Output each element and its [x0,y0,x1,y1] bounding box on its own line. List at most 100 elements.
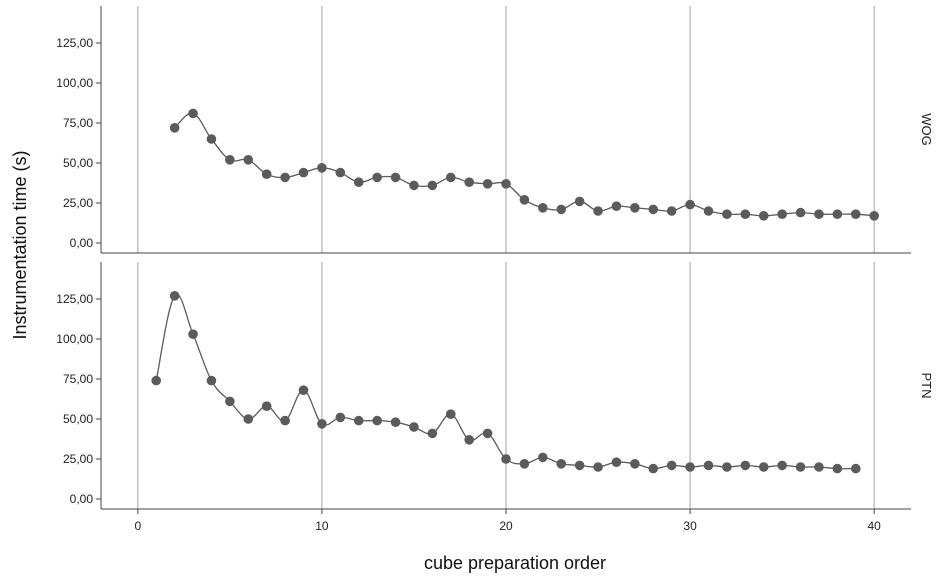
data-point-ptn-9 [298,385,309,396]
data-point-wog-13 [372,172,382,183]
y-tick-label-ptn-125: 125,00 [56,292,93,306]
x-tick-label-0: 0 [134,519,141,533]
data-point-ptn-7 [261,401,272,412]
data-point-ptn-22 [538,452,548,463]
y-tick-label-wog-50: 50,00 [63,156,93,170]
data-point-ptn-17 [445,409,456,420]
data-point-ptn-32 [722,462,732,472]
data-point-ptn-6 [243,414,254,424]
data-point-ptn-20 [501,454,511,464]
data-point-ptn-16 [427,428,438,439]
data-point-wog-33 [740,209,751,219]
data-point-wog-37 [814,209,824,219]
x-tick-label-30: 30 [683,519,697,533]
data-point-wog-24 [574,196,585,207]
data-point-wog-32 [722,209,732,219]
data-point-ptn-5 [225,396,235,407]
data-point-wog-26 [611,201,622,211]
data-point-wog-18 [464,177,474,187]
data-point-ptn-3 [188,329,198,340]
data-point-ptn-12 [353,415,364,426]
data-point-wog-16 [427,180,438,191]
data-point-wog-19 [482,179,493,189]
panel-label-wog: WOG [919,113,934,146]
data-point-wog-12 [353,177,364,187]
data-point-ptn-37 [814,462,824,472]
data-point-wog-28 [648,204,659,215]
data-point-wog-35 [777,209,787,219]
data-point-ptn-33 [740,460,751,471]
data-point-ptn-31 [703,460,714,471]
data-point-wog-11 [335,167,346,178]
data-point-ptn-24 [574,460,585,471]
data-point-wog-23 [556,204,567,215]
data-point-ptn-18 [464,435,474,445]
data-point-wog-31 [703,206,714,216]
data-point-wog-21 [519,195,530,205]
panel-label-ptn: PTN [919,373,934,399]
data-point-wog-7 [261,169,272,179]
data-point-ptn-19 [482,428,493,439]
y-tick-label-ptn-75: 75,00 [63,372,93,386]
data-point-ptn-11 [335,412,346,423]
data-point-wog-22 [538,203,548,213]
data-point-ptn-8 [280,415,290,426]
data-point-ptn-35 [777,460,787,471]
data-point-ptn-30 [685,462,695,472]
y-tick-label-wog-0: 0,00 [70,236,94,250]
data-point-ptn-23 [556,459,567,469]
data-point-ptn-25 [593,462,603,472]
data-point-wog-34 [758,211,769,221]
y-axis-title: Instrumentation time (s) [10,150,30,339]
data-point-wog-30 [685,199,695,210]
labels: 0,00 25,00 50,00 75,00 100,00 125,00 WOG 0,00 25… [56,36,934,533]
data-point-wog-3 [188,108,198,119]
data-point-wog-14 [390,172,401,183]
data-point-wog-39 [850,209,861,219]
data-point-wog-2 [169,123,180,133]
y-tick-label-wog-125: 125,00 [56,36,93,50]
data-point-ptn-2 [169,291,180,301]
data-point-wog-38 [832,209,843,219]
data-point-ptn-1 [151,375,162,386]
data-point-ptn-28 [648,463,659,474]
x-axis-title: cube preparation order [424,553,606,573]
y-tick-label-ptn-0: 0,00 [70,492,94,506]
data-point-ptn-21 [519,459,530,469]
x-tick-label-10: 10 [315,519,329,533]
data-point-ptn-29 [666,460,677,471]
data-point-wog-27 [630,203,640,213]
data-point-ptn-13 [372,415,382,426]
data-point-ptn-27 [630,459,640,469]
y-tick-label-wog-25: 25,00 [63,196,93,210]
series [151,108,879,474]
y-tick-label-wog-100: 100,00 [56,76,93,90]
axes [96,6,911,514]
x-tick-label-40: 40 [868,519,882,533]
data-point-wog-4 [206,134,217,144]
data-point-wog-8 [280,172,290,183]
data-point-ptn-14 [390,417,401,428]
data-point-wog-17 [445,172,456,183]
data-point-ptn-15 [409,422,419,432]
data-point-wog-9 [298,167,309,178]
data-point-wog-40 [869,211,879,221]
data-point-wog-5 [225,155,235,165]
data-point-ptn-34 [758,462,769,472]
data-point-wog-6 [243,155,254,165]
y-tick-label-ptn-25: 25,00 [63,452,93,466]
gridlines [137,6,875,509]
y-tick-label-ptn-50: 50,00 [63,412,93,426]
data-point-ptn-39 [850,463,861,474]
x-tick-label-20: 20 [499,519,513,533]
data-point-wog-36 [795,207,806,218]
data-point-ptn-36 [795,462,806,472]
data-point-wog-15 [409,180,419,191]
data-point-wog-20 [501,179,511,189]
data-point-ptn-10 [317,419,327,429]
data-point-ptn-4 [206,375,217,386]
data-point-ptn-26 [611,457,622,468]
data-point-wog-29 [666,206,677,216]
data-point-ptn-38 [832,463,843,474]
